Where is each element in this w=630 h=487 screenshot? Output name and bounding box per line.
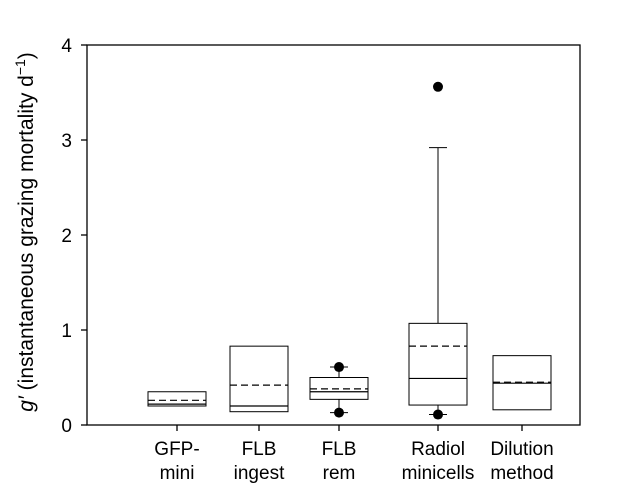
category-label-line: rem [323, 463, 356, 484]
category-label-line: Dilution [490, 439, 553, 460]
box-body [147, 391, 207, 407]
box-3 [309, 362, 369, 431]
outlier-point [433, 81, 443, 92]
category-label: FLB ingest [234, 439, 285, 484]
outlier-point [334, 362, 344, 373]
category-label: GFP-mini [154, 439, 199, 484]
y-tick-label: 3 [61, 131, 72, 152]
y-axis-label: g′ (instantaneous grazing mortality d−1) [12, 52, 38, 412]
y-axis-label-symbol: g′ [15, 395, 38, 412]
boxes [147, 81, 552, 431]
category-label: Dilution method [490, 439, 553, 484]
category-label: Radiol minicells [402, 439, 475, 484]
category-label-line: ingest [234, 463, 285, 484]
y-tick-label: 2 [61, 226, 72, 247]
box-2 [229, 345, 289, 431]
y-axis-label-close: ) [15, 52, 38, 59]
y-tick-label: 4 [61, 36, 72, 57]
y-axis-label-text: (instantaneous grazing mortality d [15, 75, 38, 396]
category-label-line: FLB [322, 439, 357, 460]
category-label-line: FLB [242, 439, 277, 460]
category-label-line: Radiol [411, 439, 465, 460]
category-label-line: GFP- [154, 439, 199, 460]
box-body [229, 345, 289, 413]
outlier-point [334, 407, 344, 418]
category-label-line: method [490, 463, 553, 484]
category-label: FLB rem [322, 439, 357, 484]
axes: 0 1 2 3 4 [61, 36, 581, 437]
category-label-line: mini [160, 463, 195, 484]
y-axis-label-sup: −1 [12, 59, 28, 75]
category-label-line: minicells [402, 463, 475, 484]
y-tick-label: 0 [61, 416, 72, 437]
outlier-point [433, 409, 443, 420]
box-4 [408, 81, 468, 431]
box-1 [147, 391, 207, 431]
labels: GFP-mini FLB ingest FLB rem Radiol minicells Di… [154, 439, 553, 484]
y-tick-label: 1 [61, 321, 72, 342]
box-5 [492, 355, 552, 431]
box-body [408, 322, 468, 406]
